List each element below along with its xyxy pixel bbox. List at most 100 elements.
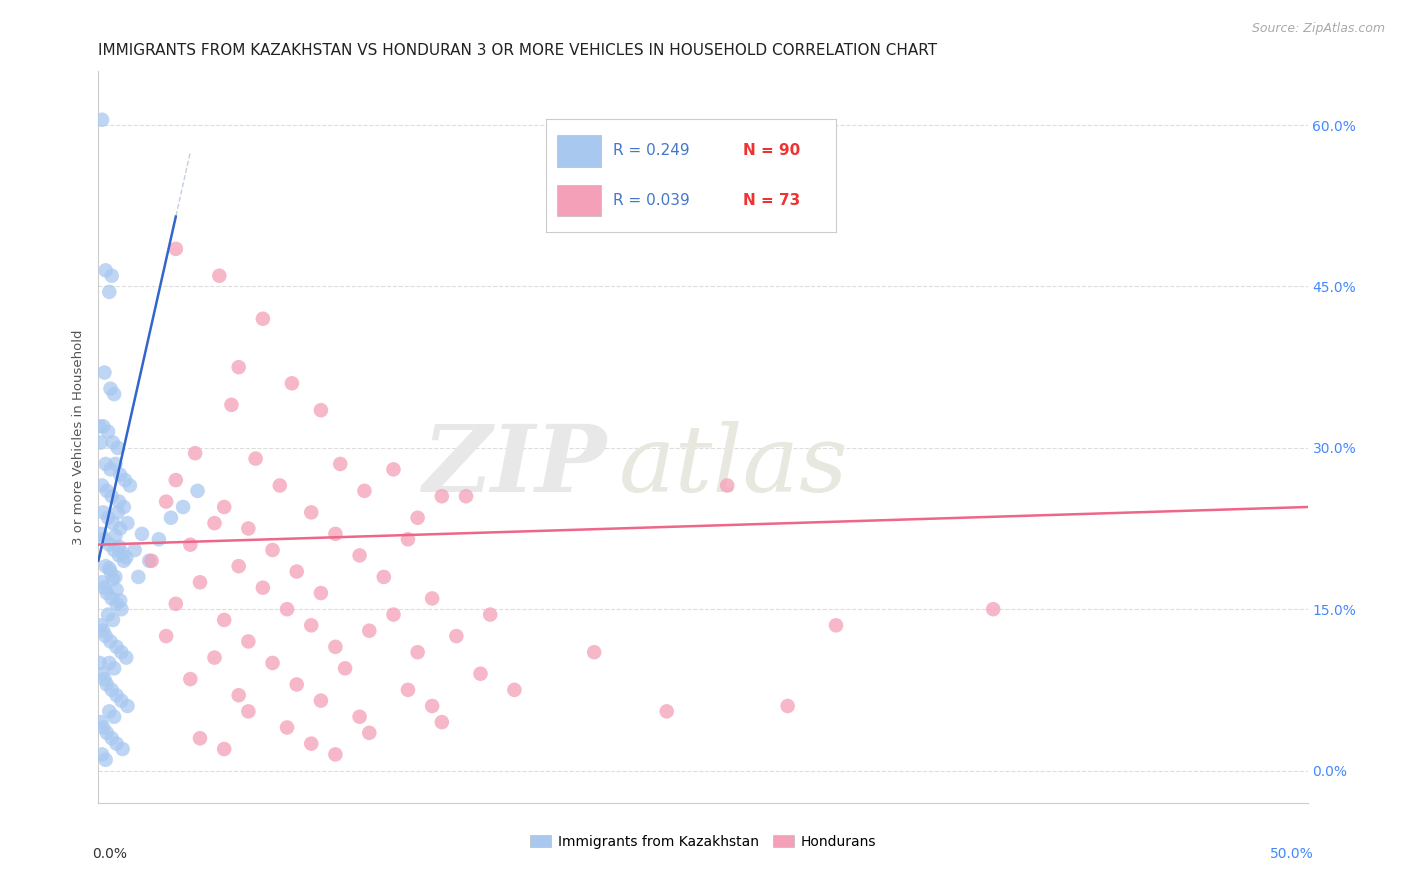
Point	[204, 650, 226, 665]
Point	[93, 581, 115, 595]
Point	[583, 645, 606, 659]
Point	[276, 602, 298, 616]
Point	[430, 715, 453, 730]
Point	[94, 457, 117, 471]
Point	[373, 570, 395, 584]
Point	[353, 483, 375, 498]
Point	[98, 656, 121, 670]
Point	[108, 494, 131, 508]
Point	[117, 698, 139, 713]
Point	[179, 538, 201, 552]
Point	[349, 710, 371, 724]
Point	[309, 586, 332, 600]
Point	[420, 698, 443, 713]
Point	[100, 591, 122, 606]
Point	[93, 366, 115, 380]
Point	[359, 726, 381, 740]
Point	[382, 607, 405, 622]
Point	[309, 403, 332, 417]
Point	[89, 656, 111, 670]
Point	[115, 650, 138, 665]
Point	[285, 677, 308, 691]
Point	[406, 645, 429, 659]
Point	[165, 473, 187, 487]
Point	[396, 533, 419, 547]
Point	[262, 543, 284, 558]
Point	[299, 737, 322, 751]
Point	[104, 457, 127, 471]
Point	[221, 398, 243, 412]
Point	[108, 593, 131, 607]
Point	[105, 640, 128, 654]
Point	[503, 682, 526, 697]
Point	[138, 554, 160, 568]
Point	[446, 629, 468, 643]
Point	[131, 527, 153, 541]
Text: atlas: atlas	[619, 421, 848, 511]
Point	[716, 478, 738, 492]
Point	[420, 591, 443, 606]
Point	[91, 419, 114, 434]
Point	[228, 688, 250, 702]
Point	[252, 581, 274, 595]
Point	[479, 607, 502, 622]
Point	[96, 677, 118, 691]
Point	[204, 516, 226, 530]
Point	[108, 521, 131, 535]
Point	[100, 731, 122, 746]
Point	[108, 540, 131, 554]
Point	[329, 457, 352, 471]
Point	[98, 561, 121, 575]
Point	[111, 742, 134, 756]
Point	[276, 721, 298, 735]
Point	[188, 731, 211, 746]
Point	[90, 435, 112, 450]
Point	[108, 467, 131, 482]
Point	[100, 268, 122, 283]
Point	[97, 425, 120, 439]
Point	[107, 441, 129, 455]
Point	[101, 572, 124, 586]
Point	[299, 618, 322, 632]
Point	[100, 462, 122, 476]
Point	[98, 285, 121, 299]
Point	[100, 634, 122, 648]
Point	[96, 483, 118, 498]
Point	[91, 624, 114, 638]
Point	[110, 602, 132, 616]
Point	[91, 575, 114, 590]
Point	[100, 682, 122, 697]
Point	[110, 645, 132, 659]
Point	[228, 559, 250, 574]
Point	[90, 715, 112, 730]
Point	[94, 559, 117, 574]
Point	[124, 543, 146, 558]
Point	[91, 666, 114, 681]
Point	[245, 451, 267, 466]
Point	[470, 666, 492, 681]
Point	[359, 624, 381, 638]
Point	[105, 688, 128, 702]
Point	[238, 705, 260, 719]
Point	[212, 500, 235, 514]
Point	[333, 661, 356, 675]
Point	[325, 747, 347, 762]
Point	[112, 554, 135, 568]
Point	[349, 549, 371, 563]
Point	[155, 629, 177, 643]
Point	[155, 494, 177, 508]
Point	[127, 570, 149, 584]
Point	[103, 710, 125, 724]
Point	[184, 446, 207, 460]
Point	[91, 112, 114, 127]
Point	[179, 672, 201, 686]
Point	[107, 505, 129, 519]
Point	[299, 505, 322, 519]
Point	[90, 618, 112, 632]
Point	[91, 505, 114, 519]
Point	[96, 586, 118, 600]
Point	[91, 721, 114, 735]
Point	[93, 533, 115, 547]
Point	[112, 500, 135, 514]
Point	[141, 554, 163, 568]
